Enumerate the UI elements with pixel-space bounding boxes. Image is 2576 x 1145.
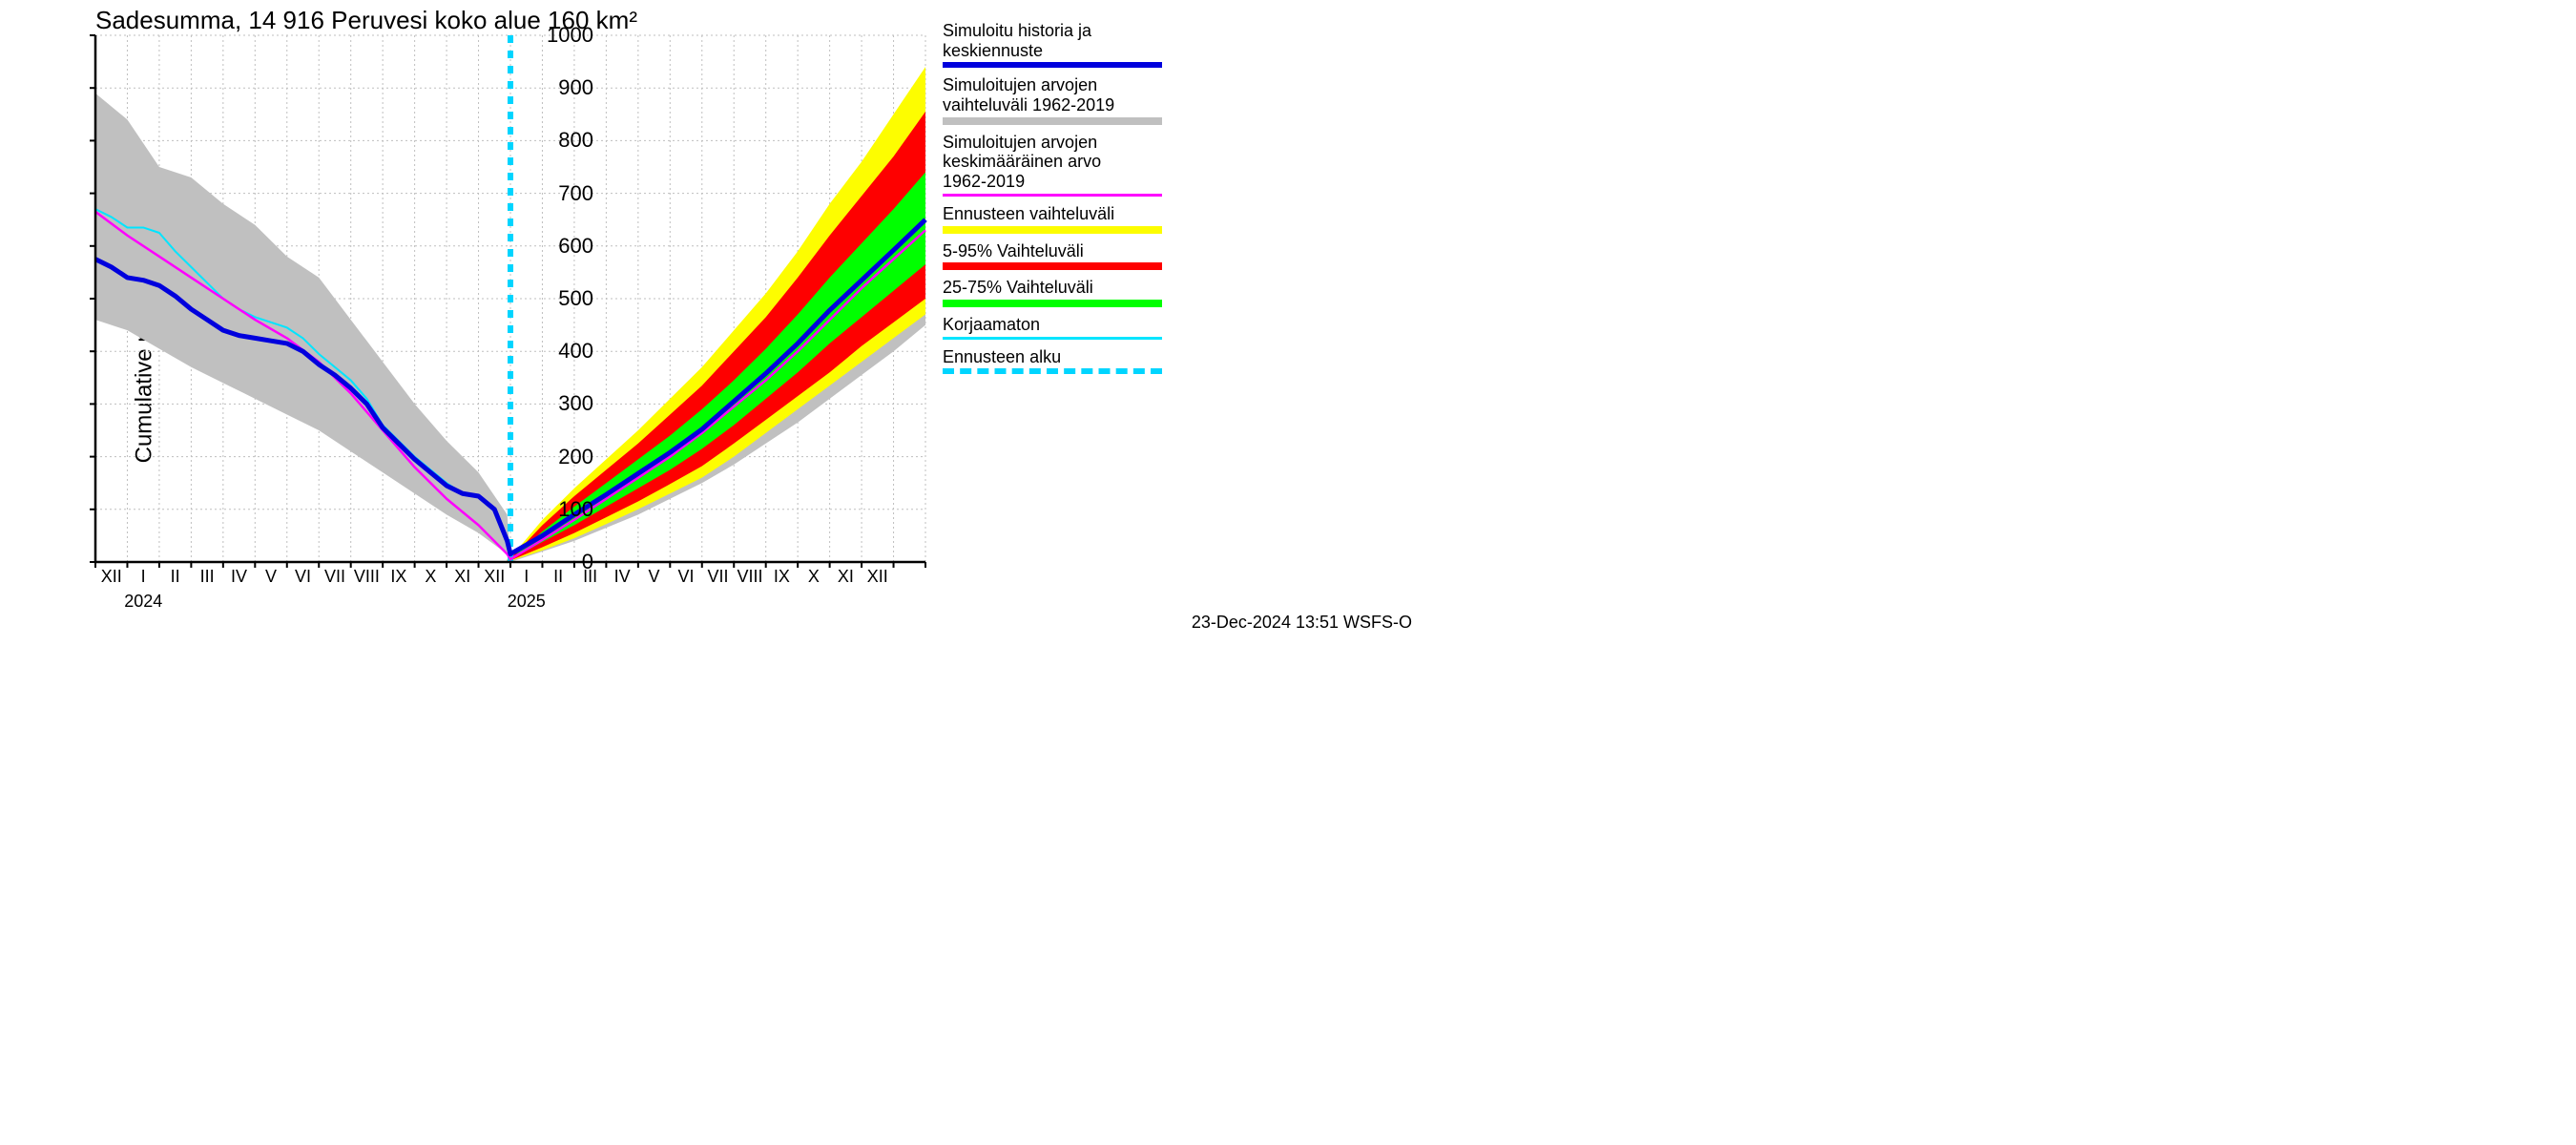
legend-swatch bbox=[943, 226, 1162, 234]
legend-swatch bbox=[943, 117, 1162, 125]
legend-label-line: vaihteluväli 1962-2019 bbox=[943, 95, 1162, 115]
x-tick-label: X bbox=[808, 567, 820, 587]
x-tick-label: I bbox=[524, 567, 529, 587]
legend-label-line: Simuloitujen arvojen bbox=[943, 133, 1162, 153]
x-tick-label: VII bbox=[324, 567, 345, 587]
legend-swatch bbox=[943, 262, 1162, 270]
chart-container: Sadesumma, 14 916 Peruvesi koko alue 160… bbox=[0, 0, 1431, 636]
y-tick-label: 100 bbox=[536, 497, 593, 522]
legend-swatch bbox=[943, 194, 1162, 197]
x-year-label: 2024 bbox=[124, 592, 162, 612]
legend-label-line: Korjaamaton bbox=[943, 315, 1162, 335]
y-tick-label: 900 bbox=[536, 75, 593, 100]
legend-label-line: Ennusteen alku bbox=[943, 347, 1162, 367]
x-tick-label: XI bbox=[454, 567, 470, 587]
x-tick-label: IV bbox=[614, 567, 631, 587]
x-year-label: 2025 bbox=[508, 592, 546, 612]
x-tick-label: VI bbox=[678, 567, 695, 587]
x-tick-label: XII bbox=[484, 567, 505, 587]
x-tick-label: IX bbox=[390, 567, 406, 587]
legend-label-line: 1962-2019 bbox=[943, 172, 1162, 192]
legend-label-line: keskimääräinen arvo bbox=[943, 152, 1162, 172]
legend: Simuloitu historia jakeskiennusteSimuloi… bbox=[943, 21, 1162, 382]
legend-entry: 25-75% Vaihteluväli bbox=[943, 278, 1162, 307]
legend-swatch bbox=[943, 300, 1162, 307]
y-tick-label: 400 bbox=[536, 339, 593, 364]
x-tick-label: II bbox=[171, 567, 180, 587]
y-tick-label: 500 bbox=[536, 286, 593, 311]
legend-label-line: keskiennuste bbox=[943, 41, 1162, 61]
x-tick-label: III bbox=[200, 567, 215, 587]
x-tick-label: VIII bbox=[737, 567, 762, 587]
legend-label-line: 5-95% Vaihteluväli bbox=[943, 241, 1162, 261]
x-tick-label: XII bbox=[867, 567, 888, 587]
x-tick-label: XI bbox=[838, 567, 854, 587]
legend-label-line: 25-75% Vaihteluväli bbox=[943, 278, 1162, 298]
timestamp: 23-Dec-2024 13:51 WSFS-O bbox=[1192, 613, 1412, 633]
legend-entry: Simuloitujen arvojenkeskimääräinen arvo … bbox=[943, 133, 1162, 197]
x-tick-label: V bbox=[649, 567, 660, 587]
legend-swatch bbox=[943, 337, 1162, 340]
x-tick-label: VII bbox=[707, 567, 728, 587]
legend-swatch bbox=[943, 368, 1162, 374]
plot-area bbox=[95, 35, 925, 562]
x-tick-label: X bbox=[425, 567, 436, 587]
x-tick-label: V bbox=[265, 567, 277, 587]
x-tick-label: IX bbox=[774, 567, 790, 587]
legend-entry: 5-95% Vaihteluväli bbox=[943, 241, 1162, 271]
x-tick-label: IV bbox=[231, 567, 247, 587]
y-tick-label: 700 bbox=[536, 181, 593, 206]
legend-label-line: Ennusteen vaihteluväli bbox=[943, 204, 1162, 224]
legend-entry: Simuloitu historia jakeskiennuste bbox=[943, 21, 1162, 68]
y-tick-label: 200 bbox=[536, 445, 593, 469]
x-tick-label: III bbox=[583, 567, 597, 587]
y-tick-label: 600 bbox=[536, 234, 593, 259]
x-tick-label: VIII bbox=[354, 567, 380, 587]
plot-svg bbox=[95, 35, 925, 562]
legend-label-line: Simuloitujen arvojen bbox=[943, 75, 1162, 95]
y-tick-label: 800 bbox=[536, 128, 593, 153]
x-tick-label: I bbox=[141, 567, 146, 587]
legend-entry: Ennusteen alku bbox=[943, 347, 1162, 375]
legend-entry: Simuloitujen arvojenvaihteluväli 1962-20… bbox=[943, 75, 1162, 124]
legend-label-line: Simuloitu historia ja bbox=[943, 21, 1162, 41]
y-tick-label: 300 bbox=[536, 391, 593, 416]
legend-swatch bbox=[943, 62, 1162, 68]
y-tick-label: 1000 bbox=[536, 23, 593, 48]
legend-entry: Korjaamaton bbox=[943, 315, 1162, 340]
x-tick-label: XII bbox=[101, 567, 122, 587]
x-tick-label: II bbox=[553, 567, 563, 587]
legend-entry: Ennusteen vaihteluväli bbox=[943, 204, 1162, 234]
x-tick-label: VI bbox=[295, 567, 311, 587]
